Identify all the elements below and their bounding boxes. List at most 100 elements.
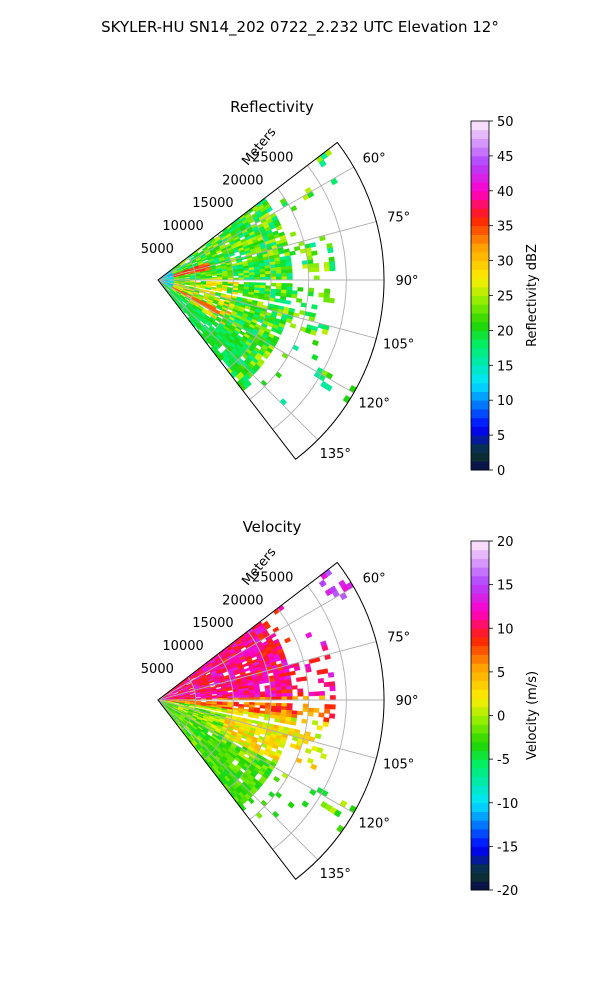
colorbar-swatch [471,243,489,253]
colorbar-label: Reflectivity dBZ [525,244,540,347]
radar-gate [276,276,282,281]
colorbar-swatch [471,435,489,445]
radar-gate [227,283,234,287]
range-ring [226,210,272,371]
radar-gate [311,720,319,726]
range-ring [203,653,234,761]
colorbar-swatch [471,567,489,577]
radar-gate [276,282,282,287]
colorbar-swatch [471,593,489,603]
radar-gate [274,298,281,303]
colorbar-tick-label: 50 [497,115,514,130]
colorbar-swatch [471,837,489,847]
colorbar-swatch [471,732,489,743]
colorbar-swatch [471,374,489,384]
colorbar-swatch [471,295,489,305]
radar-field [158,568,357,834]
radar-gate [274,718,281,723]
colorbar-swatch [471,269,489,279]
radar-gate [314,733,322,740]
colorbar-swatch [471,330,489,340]
angle-tick-label: 105° [383,757,414,772]
radar-gate [275,270,282,275]
radial-tick-label: 20000 [222,593,263,608]
colorbar-swatch [471,881,489,891]
colorbar-swatch [471,251,489,262]
colorbar-swatch [471,121,489,131]
radar-gate [254,694,261,698]
radar-gate [258,295,265,300]
colorbar-swatch [471,339,489,349]
azimuth-gridline [157,166,354,281]
radar-gate [178,283,185,286]
sector-outline [157,141,385,460]
radar-gate [329,704,336,710]
colorbar-swatch [471,452,489,462]
radar-gate [237,290,244,294]
radar-gate [318,691,325,696]
colorbar-swatch [471,636,489,647]
radial-tick-label: 20000 [222,173,263,188]
radar-gate [324,383,333,392]
radar-gate [307,263,314,269]
angle-tick-label: 120° [359,817,390,832]
radar-gate [321,668,329,675]
radar-gate [253,714,260,719]
colorbar-swatch [471,741,489,751]
colorbar-swatch [471,164,489,174]
radar-gate [274,791,283,799]
radar-gate [316,669,323,675]
radar-gate [289,250,296,256]
radar-gate [286,703,293,708]
radar-gate [327,247,334,254]
radar-gate [307,287,315,293]
radar-gate [324,708,331,714]
radar-gate [265,270,272,275]
radar-gate [313,691,320,697]
radar-gate [268,297,276,302]
radar-gate [295,677,303,682]
colorbar-swatch [471,584,489,594]
colorbar-swatch [471,645,489,655]
radar-gate [296,710,304,716]
radar-gate [329,265,336,272]
radar-gate [279,299,286,304]
radar-gate [307,291,314,297]
colorbar: -20 -15 -10 -5 0 5 10 15 20 Velocity (m/s) [470,535,540,899]
radar-gate [304,747,312,755]
range-ring [226,630,272,791]
radar-gate [291,293,298,299]
radar-gate [270,690,277,695]
radar-gate [329,685,336,692]
colorbar-swatch [471,698,489,708]
radar-gate [281,693,288,697]
radar-gate [291,685,298,690]
radar-gate [253,294,260,299]
colorbar-swatch [471,443,489,454]
radar-gate [322,721,329,728]
colorbar-swatch [471,225,489,235]
azimuth-gridline [157,279,354,394]
colorbar-swatch [471,855,489,865]
colorbar-tick-label: 15 [497,579,514,594]
colorbar-swatch [471,750,489,760]
colorbar-swatch [471,417,489,427]
radar-gate [281,276,288,281]
radar-gate [211,284,218,287]
radar-gate [295,298,303,303]
colorbar-swatch [471,575,489,586]
radial-tick-label: 10000 [162,219,203,234]
radar-gate [270,270,277,275]
radar-gate [233,695,239,699]
colorbar-tick-label: 40 [497,185,514,200]
radar-gate [311,250,318,256]
radar-gate [254,271,261,276]
radar-gate [254,702,261,706]
radar-gate [263,296,270,301]
radial-tick-label: 15000 [192,616,233,631]
colorbar-swatch [471,408,489,419]
colorbar-swatch [471,776,489,786]
colorbar-tick-label: 35 [497,220,514,235]
radar-gate [339,592,348,601]
radial-tick-label: 5000 [141,242,174,257]
